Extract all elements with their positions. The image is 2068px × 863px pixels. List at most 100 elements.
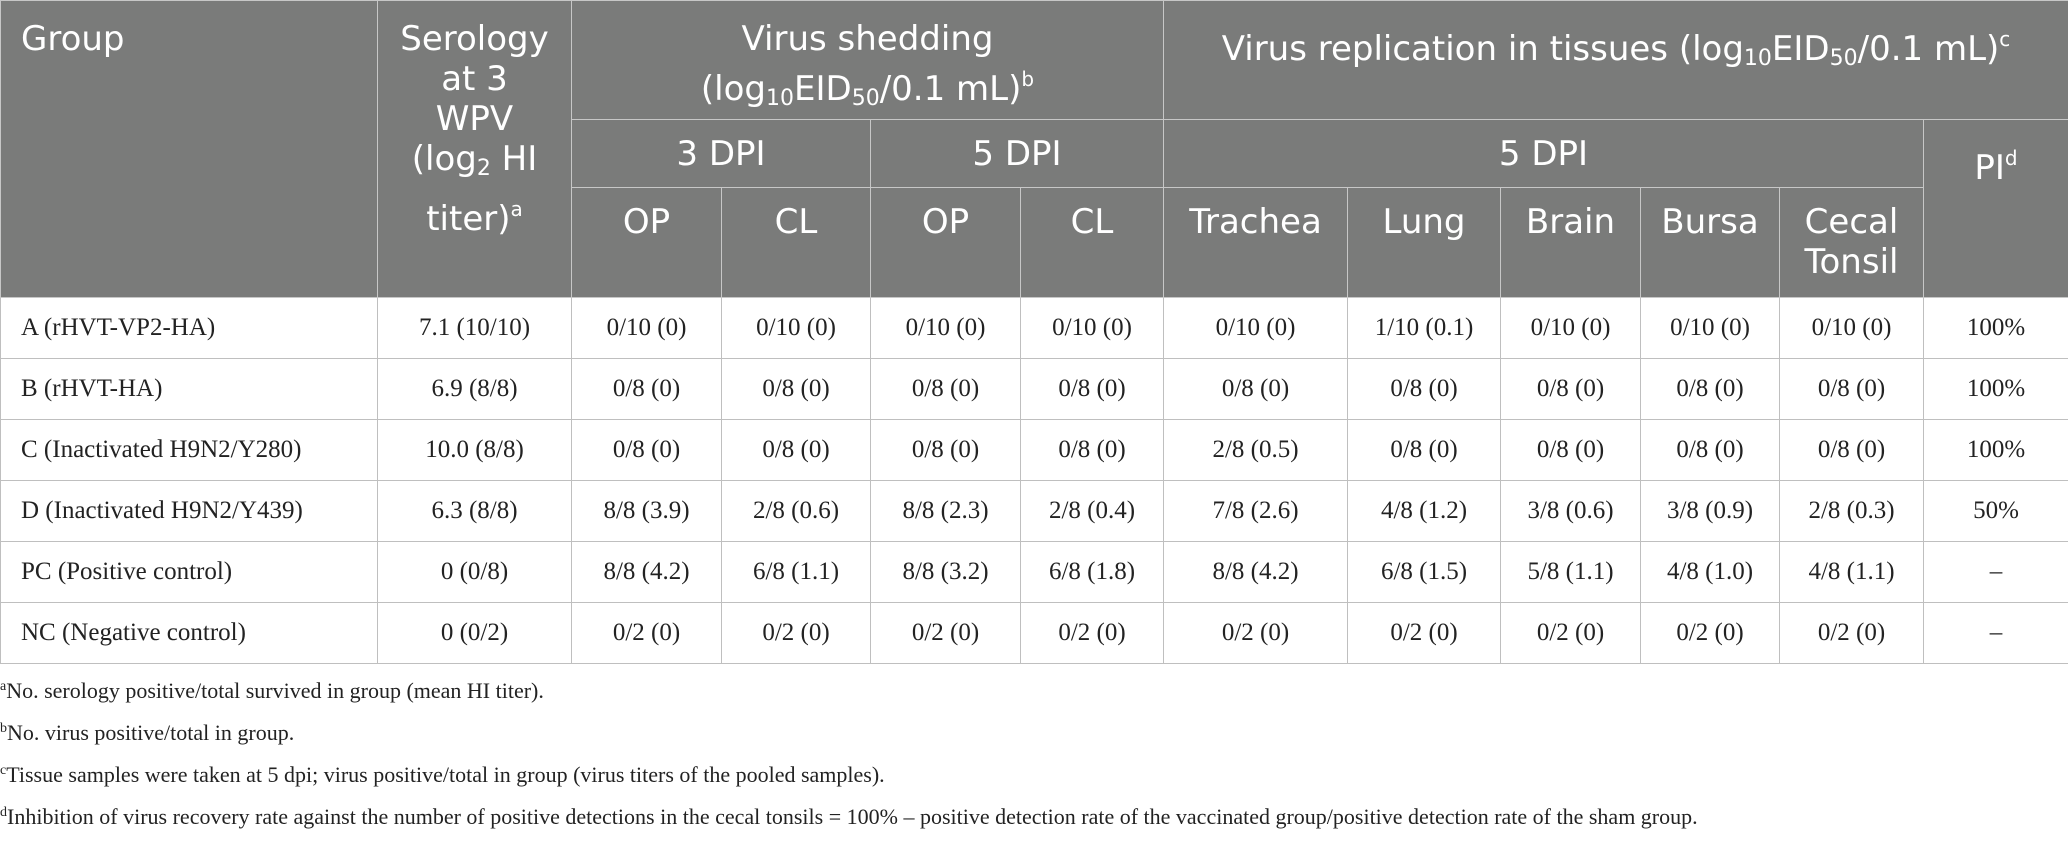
value-cell: 0/10 (0) [571,297,722,359]
value-cell: 0/8 (0) [1347,419,1501,481]
value-cell: 0/8 (0) [721,419,871,481]
header-lung: Lung [1347,187,1501,298]
value-cell: 0/8 (0) [1640,419,1780,481]
header-trachea: Trachea [1163,187,1348,298]
table-row: NC (Negative control) 0 (0/2) 0/2 (0) 0/2 (… [0,602,2068,664]
footnote-text: No. virus positive/total in group. [7,720,295,745]
header-5dpi-tissues: 5 DPI [1163,119,1924,188]
header-3dpi-cl: CL [721,187,871,298]
value-cell: 0/10 (0) [721,297,871,359]
value-cell: 0/8 (0) [1779,358,1924,420]
footnotes: aNo. serology positive/total survived in… [0,668,2060,836]
value-cell: – [1922,602,2068,664]
value-cell: 3/8 (0.6) [1500,480,1641,542]
value-cell: 0/10 (0) [1500,297,1641,359]
table-body: A (rHVT-VP2-HA) 7.1 (10/10) 0/10 (0) 0/10 (… [0,297,2068,664]
footnote: aNo. serology positive/total survived in… [0,668,2060,710]
table-row: A (rHVT-VP2-HA) 7.1 (10/10) 0/10 (0) 0/10 (… [0,297,2068,359]
value-cell: 0/10 (0) [1020,297,1164,359]
group-cell: B (rHVT-HA) [0,358,378,420]
value-cell: 0/8 (0) [1020,358,1164,420]
value-cell: 0/10 (0) [1163,297,1348,359]
value-cell: 2/8 (0.4) [1020,480,1164,542]
value-cell: 0/2 (0) [571,602,722,664]
header-cecal-tonsil: Cecal Tonsil [1779,187,1924,298]
value-cell: 0/10 (0) [1640,297,1780,359]
value-cell: 8/8 (4.2) [571,541,722,603]
value-cell: 0/8 (0) [870,358,1021,420]
value-cell: 100% [1922,297,2068,359]
table-row: D (Inactivated H9N2/Y439) 6.3 (8/8) 8/8 (3… [0,480,2068,542]
group-cell: D (Inactivated H9N2/Y439) [0,480,378,542]
value-cell: 0/8 (0) [1779,419,1924,481]
value-cell: 6/8 (1.8) [1020,541,1164,603]
value-cell: 5/8 (1.1) [1500,541,1641,603]
footnote-text: No. serology positive/total survived in … [6,678,544,703]
value-cell: 100% [1922,358,2068,420]
value-cell: 0/8 (0) [571,419,722,481]
value-cell: 6.3 (8/8) [377,480,572,542]
value-cell: 0/2 (0) [870,602,1021,664]
header-3dpi: 3 DPI [571,119,871,188]
value-cell: 100% [1922,419,2068,481]
header-virus-shedding: Virus shedding (log10EID50/0.1 mL)b [571,0,1164,120]
value-cell: 0/2 (0) [721,602,871,664]
value-cell: 2/8 (0.6) [721,480,871,542]
header-bursa: Bursa [1640,187,1780,298]
value-cell: 7/8 (2.6) [1163,480,1348,542]
value-cell: 6/8 (1.1) [721,541,871,603]
value-cell: 0/8 (0) [1163,358,1348,420]
group-cell: A (rHVT-VP2-HA) [0,297,378,359]
value-cell: 0/2 (0) [1020,602,1164,664]
value-cell: 0/8 (0) [870,419,1021,481]
results-table: Group Serology at 3 WPV (log2 HI titer)a… [0,0,2068,664]
table-row: C (Inactivated H9N2/Y280) 10.0 (8/8) 0/8 (… [0,419,2068,481]
value-cell: 0/2 (0) [1500,602,1641,664]
value-cell: 0/8 (0) [1020,419,1164,481]
value-cell: 0/8 (0) [1640,358,1780,420]
value-cell: 7.1 (10/10) [377,297,572,359]
value-cell: 6/8 (1.5) [1347,541,1501,603]
value-cell: 1/10 (0.1) [1347,297,1501,359]
value-cell: 0/10 (0) [1779,297,1924,359]
value-cell: 0/2 (0) [1779,602,1924,664]
value-cell: 0 (0/2) [377,602,572,664]
value-cell: 2/8 (0.5) [1163,419,1348,481]
table-row: PC (Positive control) 0 (0/8) 8/8 (4.2) 6/8… [0,541,2068,603]
header-pi: PId [1922,119,2068,298]
value-cell: 0/8 (0) [1500,419,1641,481]
group-cell: NC (Negative control) [0,602,378,664]
header-5dpi-cl: CL [1020,187,1164,298]
header-group: Group [0,0,378,298]
value-cell: 2/8 (0.3) [1779,480,1924,542]
value-cell: 0/10 (0) [870,297,1021,359]
group-cell: PC (Positive control) [0,541,378,603]
value-cell: 8/8 (2.3) [870,480,1021,542]
value-cell: 8/8 (3.2) [870,541,1021,603]
footnote-mark: a [0,679,7,694]
value-cell: 8/8 (3.9) [571,480,722,542]
footnote-mark: d [0,805,7,820]
value-cell: 4/8 (1.1) [1779,541,1924,603]
footnote: bNo. virus positive/total in group. [0,710,2060,752]
value-cell: 0/8 (0) [721,358,871,420]
header-5dpi-op: OP [870,187,1021,298]
value-cell: 50% [1922,480,2068,542]
table-header: Group Serology at 3 WPV (log2 HI titer)a… [0,0,2068,298]
footnote-text: Inhibition of virus recovery rate agains… [7,804,1698,829]
value-cell: 10.0 (8/8) [377,419,572,481]
footnote-mark: c [0,763,7,778]
value-cell: 6.9 (8/8) [377,358,572,420]
header-virus-replication: Virus replication in tissues (log10EID50… [1162,0,2068,120]
header-serology: Serology at 3 WPV (log2 HI titer)a [377,0,572,298]
value-cell: 4/8 (1.0) [1640,541,1780,603]
value-cell: 8/8 (4.2) [1163,541,1348,603]
value-cell: 3/8 (0.9) [1640,480,1780,542]
value-cell: 0/8 (0) [571,358,722,420]
value-cell: 0/8 (0) [1347,358,1501,420]
header-brain: Brain [1500,187,1641,298]
footnote: cTissue samples were taken at 5 dpi; vir… [0,752,2060,794]
value-cell: 0/2 (0) [1640,602,1780,664]
value-cell: 0/8 (0) [1500,358,1641,420]
